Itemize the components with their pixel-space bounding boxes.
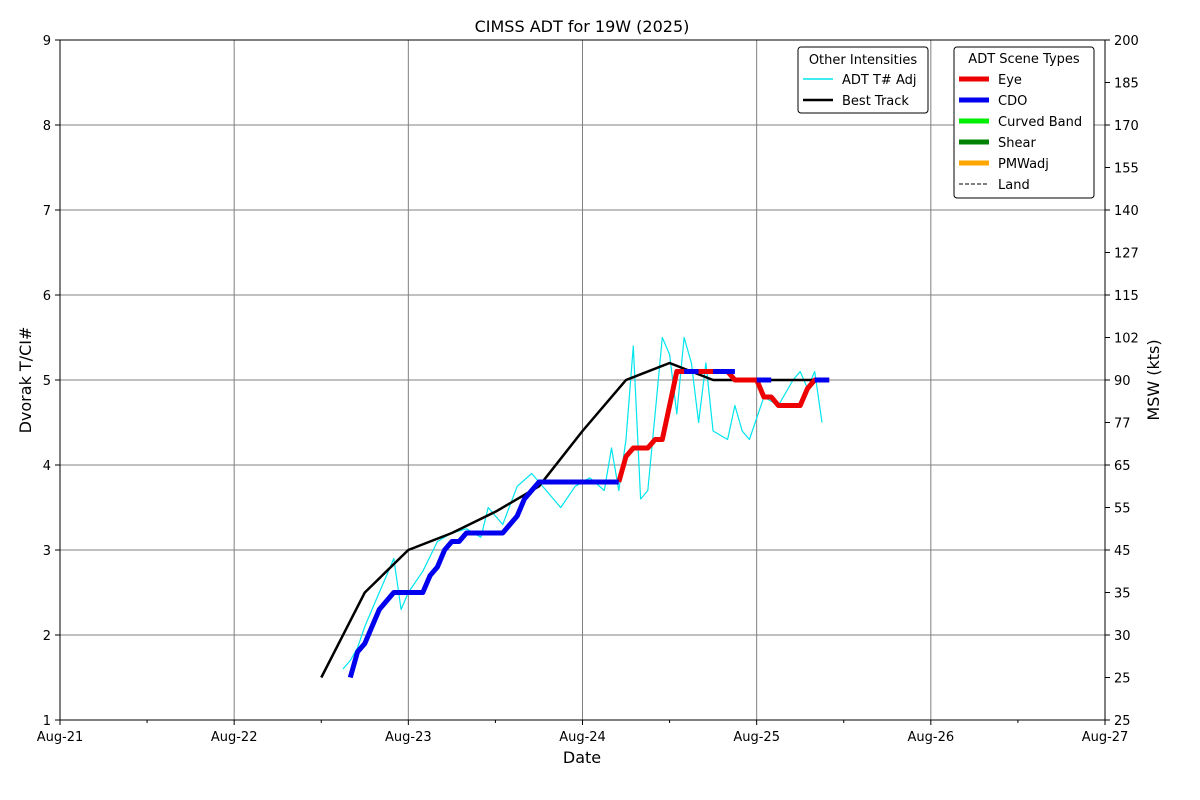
- legend-shear-label: Shear: [998, 136, 1036, 151]
- right-tick-label: 170: [1114, 119, 1139, 134]
- right-tick-label: 115: [1114, 289, 1139, 304]
- right-tick-label: 77: [1114, 417, 1131, 432]
- right-tick-label: 45: [1114, 544, 1131, 559]
- legend-scene-title: ADT Scene Types: [968, 52, 1080, 67]
- legend-adt-label: ADT T# Adj: [842, 73, 916, 88]
- right-tick-label: 90: [1114, 374, 1131, 389]
- legend-scene-types: ADT Scene Types Eye CDO Curved Band Shea…: [953, 46, 1095, 199]
- y-tick-label: 8: [43, 119, 51, 134]
- x-tick-label: Aug-27: [1082, 730, 1129, 745]
- series-layer: [320, 336, 830, 679]
- right-tick-label: 102: [1114, 332, 1139, 347]
- x-tick-label: Aug-22: [211, 730, 258, 745]
- right-tick-label: 25: [1114, 672, 1131, 687]
- y-tick-label: 6: [43, 289, 51, 304]
- legend-eye-label: Eye: [998, 73, 1022, 88]
- y-axis-label: Dvorak T/CI#: [16, 327, 35, 434]
- legend-pmwadj-label: PMWadj: [998, 157, 1049, 172]
- legend-scene-box: [953, 46, 1095, 199]
- x-tick-label: Aug-21: [37, 730, 84, 745]
- right-tick-label: 127: [1114, 247, 1139, 262]
- y-tick-label: 2: [43, 629, 51, 644]
- legend-other-title: Other Intensities: [809, 53, 918, 68]
- y-axis-right-label: MSW (kts): [1144, 339, 1163, 420]
- axes: Aug-21 Aug-22 Aug-23 Aug-24 Aug-25 Aug-26 Aug-…: [37, 34, 1139, 745]
- legend-other-box: [797, 46, 929, 114]
- x-tick-label: Aug-24: [559, 730, 606, 745]
- cdo-line: [347, 479, 619, 679]
- y-tick-label: 3: [43, 544, 51, 559]
- right-tick-label: 55: [1114, 502, 1131, 517]
- right-tick-label: 140: [1114, 204, 1139, 219]
- y-tick-label: 5: [43, 374, 51, 389]
- chart-title: CIMSS ADT for 19W (2025): [475, 17, 690, 36]
- right-tick-label: 65: [1114, 459, 1131, 474]
- right-tick-label: 30: [1114, 629, 1131, 644]
- x-tick-label: Aug-25: [733, 730, 780, 745]
- legend-land-label: Land: [998, 178, 1030, 193]
- y-tick-label: 9: [43, 34, 51, 49]
- right-tick-label: 155: [1114, 162, 1139, 177]
- x-tick-label: Aug-26: [908, 730, 955, 745]
- right-tick-label: 35: [1114, 587, 1131, 602]
- legend-other-intensities: Other Intensities ADT T# Adj Best Track: [797, 46, 929, 114]
- adt-tadj-line: [342, 336, 823, 670]
- y-tick-label: 1: [43, 714, 51, 729]
- x-axis-label: Date: [563, 748, 601, 767]
- right-tick-label: 185: [1114, 77, 1139, 92]
- eye-line: [616, 369, 830, 483]
- right-tick-label: 200: [1114, 34, 1139, 49]
- legend-curved-band-label: Curved Band: [998, 115, 1082, 130]
- x-tick-label: Aug-23: [385, 730, 432, 745]
- legend-best-track-label: Best Track: [842, 94, 909, 109]
- y-tick-label: 7: [43, 204, 51, 219]
- right-tick-label: 25: [1114, 714, 1131, 729]
- y-tick-label: 4: [43, 459, 51, 474]
- legend-cdo-label: CDO: [998, 94, 1027, 109]
